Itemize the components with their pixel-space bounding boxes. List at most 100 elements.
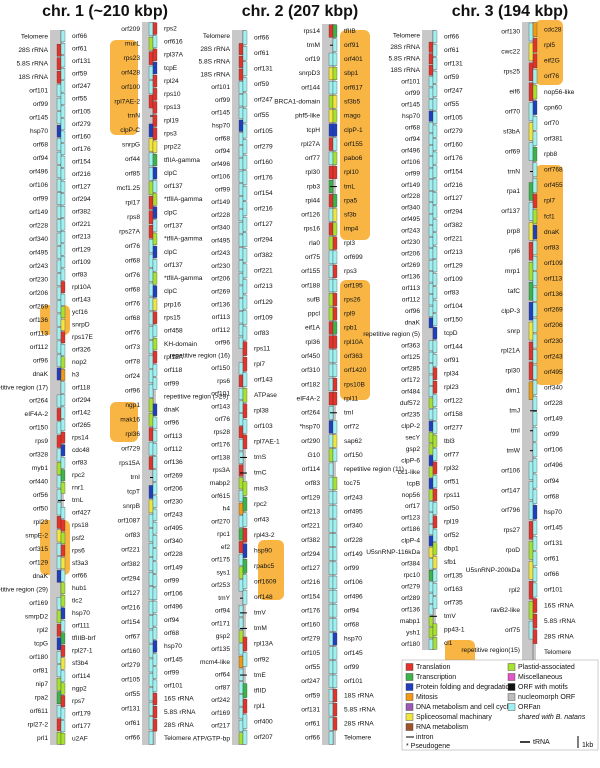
gene-label: rps15A bbox=[119, 460, 140, 467]
gene-label: orf131 bbox=[444, 60, 463, 67]
gene-block bbox=[152, 614, 158, 627]
legend-pseudogene: * Pseudogene bbox=[406, 743, 450, 750]
gene-block bbox=[60, 695, 66, 707]
gene-block bbox=[152, 285, 158, 298]
gene-label: dnaK bbox=[33, 573, 49, 580]
gene-label: Telomere bbox=[344, 735, 371, 742]
gene-label: rpl7 bbox=[254, 361, 265, 368]
gene-block bbox=[152, 35, 158, 48]
gene-block bbox=[242, 294, 248, 310]
gene-label: orf382 bbox=[72, 209, 91, 216]
gene-label: orf496 bbox=[211, 161, 230, 168]
gene-label: BRCA1-domain bbox=[274, 99, 320, 106]
gene-block bbox=[152, 548, 158, 561]
gene-block bbox=[432, 488, 438, 502]
gene-block bbox=[242, 496, 248, 512]
gene-label: rpa2 bbox=[35, 695, 49, 702]
chromosome-title: chr. 1 (~210 kbp) bbox=[42, 3, 168, 20]
gene-block bbox=[332, 250, 338, 264]
gene-block bbox=[528, 581, 534, 600]
gene-block bbox=[332, 392, 338, 406]
gene-label: *hsp70 bbox=[299, 424, 320, 431]
gene-block bbox=[528, 182, 534, 201]
gene-block bbox=[328, 462, 334, 476]
gene-label: orf496 bbox=[29, 168, 48, 175]
gene-label: orf340 bbox=[29, 236, 48, 243]
gene-label: orf104 bbox=[444, 303, 463, 310]
gene-label: pp43-1 bbox=[444, 627, 465, 634]
gene-label: orf247 bbox=[72, 83, 91, 90]
gene-label: orf328 bbox=[29, 452, 48, 459]
gene-block bbox=[432, 97, 438, 111]
gene-block bbox=[332, 66, 338, 80]
gene-label: orf340 bbox=[164, 538, 183, 545]
gene-label: orf172 bbox=[401, 377, 420, 384]
gene-label: 5.8S rRNA bbox=[164, 709, 196, 716]
gene-block bbox=[60, 30, 66, 43]
gene-label: orf136 bbox=[29, 317, 48, 324]
gene-label: repetitive region (17) bbox=[0, 384, 48, 391]
gene-block bbox=[238, 464, 244, 477]
gene-label: orf106 bbox=[501, 467, 520, 474]
gene-label: orf180 bbox=[401, 641, 420, 648]
gene-label: trnN bbox=[508, 168, 521, 175]
gene-label: rpl24 bbox=[164, 78, 179, 85]
gene-block bbox=[432, 340, 438, 353]
gene-label: ngp2 bbox=[72, 685, 87, 692]
gene-block bbox=[152, 587, 158, 600]
gene-label: orf176 bbox=[301, 607, 320, 614]
gene-block bbox=[148, 687, 154, 702]
gene-label: orf78 bbox=[125, 359, 140, 366]
gene-label: orf127 bbox=[301, 565, 320, 572]
gene-block bbox=[332, 575, 338, 589]
gene-label: mcf1.25 bbox=[117, 185, 141, 192]
gene-label: hsp70 bbox=[402, 113, 420, 120]
gene-block bbox=[528, 541, 534, 560]
gene-block bbox=[432, 246, 438, 259]
gene-label: rps11 bbox=[444, 492, 460, 499]
gene-label: orf72 bbox=[344, 424, 359, 431]
gene-block bbox=[432, 300, 438, 313]
gene-label: hub1 bbox=[72, 585, 87, 592]
gene-block bbox=[432, 259, 438, 273]
gene-label: orf76 bbox=[215, 416, 230, 423]
gene-label: rps6 bbox=[72, 547, 85, 554]
gene-block bbox=[60, 68, 66, 80]
gene-block bbox=[152, 61, 158, 75]
gene-label: gsp2 bbox=[406, 446, 421, 453]
gene-label: rps16 bbox=[304, 226, 321, 233]
gene-label: orf122 bbox=[444, 397, 463, 404]
gene-label: orf59 bbox=[254, 81, 269, 88]
gene-label: rps15 bbox=[164, 315, 181, 322]
gene-label: orf99 bbox=[215, 186, 230, 193]
gene-label: orf279 bbox=[301, 636, 320, 643]
gene-label: snrpD bbox=[72, 322, 90, 329]
gene-block bbox=[242, 559, 248, 574]
gene-block bbox=[332, 377, 338, 392]
gene-block bbox=[238, 170, 244, 183]
gene-block bbox=[148, 412, 154, 427]
gene-block bbox=[148, 123, 154, 138]
gene-label: rpl30 bbox=[505, 368, 520, 375]
gene-label: rps13 bbox=[164, 104, 181, 111]
gene-block bbox=[242, 543, 248, 558]
gene-block bbox=[242, 481, 248, 496]
gene-block bbox=[56, 367, 62, 381]
gene-label: orf126 bbox=[301, 212, 320, 219]
gene-label: orf118 bbox=[164, 367, 183, 374]
gene-label: orf290 bbox=[301, 438, 320, 445]
gene-label: orf221 bbox=[444, 236, 463, 243]
gene-block bbox=[148, 615, 154, 629]
gene-block bbox=[242, 590, 248, 605]
gene-label: orf66 bbox=[72, 33, 87, 40]
legend: Translation Transcription Protein folding … bbox=[401, 659, 599, 751]
gene-label: orf81 bbox=[33, 668, 48, 675]
highlight bbox=[258, 540, 284, 600]
gene-label: orf143 bbox=[72, 296, 91, 303]
gene-block bbox=[432, 30, 438, 43]
legend-label: Transcription bbox=[416, 674, 456, 681]
gene-block bbox=[148, 167, 154, 181]
gene-label: dnaK bbox=[405, 320, 421, 327]
gene-block bbox=[528, 301, 534, 321]
gene-block bbox=[148, 586, 154, 600]
